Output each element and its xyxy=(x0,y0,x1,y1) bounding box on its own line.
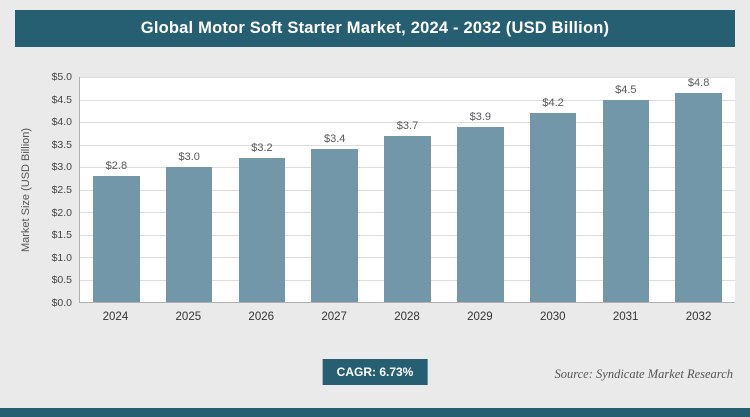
bottom-accent-bar xyxy=(0,408,750,417)
bar-value-label: $3.2 xyxy=(251,142,273,154)
footer: CAGR: 6.73% Source: Syndicate Market Res… xyxy=(15,353,735,413)
bar-column-2030: $4.2 xyxy=(517,77,590,302)
x-axis-label-2029: 2029 xyxy=(467,311,493,323)
bar-value-label: $4.8 xyxy=(687,77,710,89)
bar-2027 xyxy=(311,149,359,302)
chart-title-bar: Global Motor Soft Starter Market, 2024 -… xyxy=(15,10,735,47)
bar-2026 xyxy=(238,158,286,302)
gridline xyxy=(80,122,735,123)
y-tick-label: $0.0 xyxy=(51,297,72,309)
bar-column-2026: $3.2 xyxy=(226,77,299,302)
y-tick-label: $4.0 xyxy=(51,116,72,129)
bar-column-2029: $3.9 xyxy=(444,77,517,302)
bar-2031 xyxy=(602,99,650,302)
plot-area: $2.8 $3.0 $3.2 $3.4 $3.7 $3.9 $4.2 $4.5 $4.8 xyxy=(79,77,735,303)
bar-value-label: $3.4 xyxy=(324,133,346,145)
y-axis-title-wrap: Market Size (USD Billion) xyxy=(15,77,37,303)
bar-column-2032: $4.8 xyxy=(662,77,735,302)
bar-value-label: $4.2 xyxy=(542,97,564,109)
y-tick-label: $1.0 xyxy=(51,251,72,264)
y-tick-label: $2.0 xyxy=(51,206,72,219)
bar-column-2031: $4.5 xyxy=(589,77,662,302)
cagr-badge: CAGR: 6.73% xyxy=(322,359,428,385)
x-axis-label-2027: 2027 xyxy=(321,311,347,323)
bar-column-2027: $3.4 xyxy=(298,77,371,302)
y-tick-label: $1.5 xyxy=(51,229,72,242)
bar-2030 xyxy=(529,113,577,302)
x-axis-label-2025: 2025 xyxy=(175,311,202,323)
x-axis-label-2024: 2024 xyxy=(102,311,129,323)
chart-area: Market Size (USD Billion) $0.0 $0.5 $1.0 $1… xyxy=(15,71,735,331)
bar-2025 xyxy=(165,167,213,302)
bar-value-label: $3.9 xyxy=(469,110,491,123)
y-tick-label: $5.0 xyxy=(51,71,72,83)
bar-value-label: $4.5 xyxy=(615,83,637,96)
source-credit: Source: Syndicate Market Research xyxy=(554,367,733,381)
y-tick-label: $3.0 xyxy=(51,161,72,174)
bar-2032 xyxy=(675,93,722,302)
x-axis-label-2030: 2030 xyxy=(539,311,566,323)
gridline xyxy=(80,99,735,101)
bar-2024 xyxy=(93,176,140,302)
x-axis-label-2028: 2028 xyxy=(394,311,420,323)
bar-2029 xyxy=(457,126,504,302)
y-axis-title: Market Size (USD Billion) xyxy=(20,127,32,253)
x-axis-label-2032: 2032 xyxy=(685,311,712,323)
y-tick-label: $0.5 xyxy=(51,274,72,287)
bar-value-label: $3.7 xyxy=(396,119,419,132)
bar-value-label: $2.8 xyxy=(105,160,128,172)
bar-value-label: $3.0 xyxy=(178,151,200,163)
bar-column-2028: $3.7 xyxy=(371,77,444,302)
y-tick-label: $3.5 xyxy=(51,138,72,151)
bar-column-2024: $2.8 xyxy=(80,77,153,302)
x-axis-label-2026: 2026 xyxy=(248,311,275,323)
x-axis-labels: 2024 2025 2026 2027 2028 2029 2030 2031 2032 xyxy=(79,303,735,331)
x-axis-label-2031: 2031 xyxy=(612,311,639,323)
y-tick-label: $2.5 xyxy=(51,184,72,196)
y-tick-label: $4.5 xyxy=(51,93,72,106)
plot-column: $2.8 $3.0 $3.2 $3.4 $3.7 $3.9 $4.2 $4.5 $4.8 202… xyxy=(79,77,735,331)
chart-title: Global Motor Soft Starter Market, 2024 -… xyxy=(140,19,610,37)
gridline xyxy=(80,77,735,78)
bar-column-2025: $3.0 xyxy=(153,77,226,302)
bar-2028 xyxy=(384,135,431,302)
bars: $2.8 $3.0 $3.2 $3.4 $3.7 $3.9 $4.2 $4.5 $4.8 xyxy=(80,77,735,302)
y-axis-ticks: $0.0 $0.5 $1.0 $1.5 $2.0 $2.5 $3.0 $3.5 $4.0 $4.5… xyxy=(37,71,79,309)
